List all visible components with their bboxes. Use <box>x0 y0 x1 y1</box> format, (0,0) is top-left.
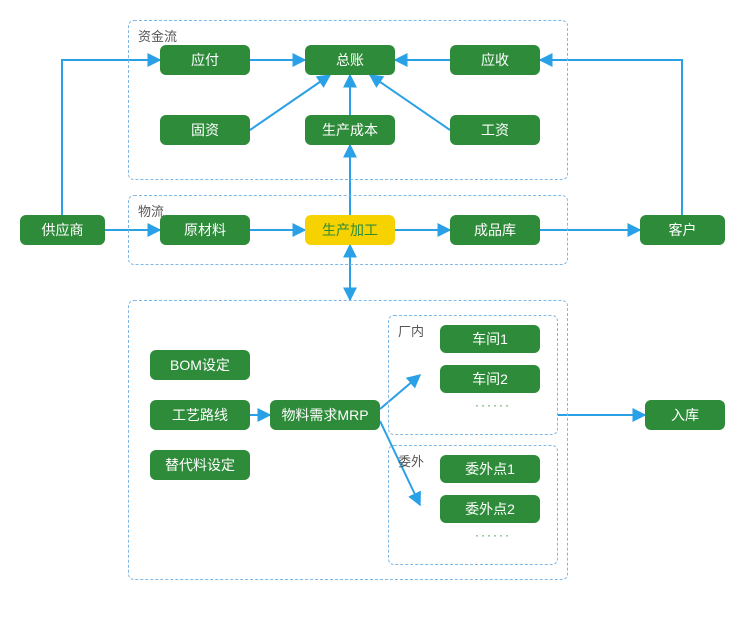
node-process: 生产加工 <box>305 215 395 245</box>
node-sub: 替代料设定 <box>150 450 250 480</box>
node-fg: 成品库 <box>450 215 540 245</box>
ellipsis-0: ······ <box>475 398 511 412</box>
group-label-g_fund: 资金流 <box>138 26 177 45</box>
node-ar: 应收 <box>450 45 540 75</box>
node-route: 工艺路线 <box>150 400 250 430</box>
diagram-stage: 资金流物流厂内委外供应商客户应付总账应收固资生产成本工资原材料生产加工成品库BO… <box>0 0 750 620</box>
group-g_fund <box>128 20 568 180</box>
node-cost: 生产成本 <box>305 115 395 145</box>
node-ws2: 车间2 <box>440 365 540 393</box>
node-fa: 固资 <box>160 115 250 145</box>
node-gl: 总账 <box>305 45 395 75</box>
ellipsis-1: ······ <box>475 528 511 542</box>
node-ap: 应付 <box>160 45 250 75</box>
node-raw: 原材料 <box>160 215 250 245</box>
node-stockin: 入库 <box>645 400 725 430</box>
group-label-g_inside: 厂内 <box>398 321 424 340</box>
node-supplier: 供应商 <box>20 215 105 245</box>
node-ws1: 车间1 <box>440 325 540 353</box>
node-out1: 委外点1 <box>440 455 540 483</box>
node-out2: 委外点2 <box>440 495 540 523</box>
node-customer: 客户 <box>640 215 725 245</box>
group-label-g_outside: 委外 <box>398 451 424 470</box>
node-mrp: 物料需求MRP <box>270 400 380 430</box>
node-bom: BOM设定 <box>150 350 250 380</box>
node-wage: 工资 <box>450 115 540 145</box>
